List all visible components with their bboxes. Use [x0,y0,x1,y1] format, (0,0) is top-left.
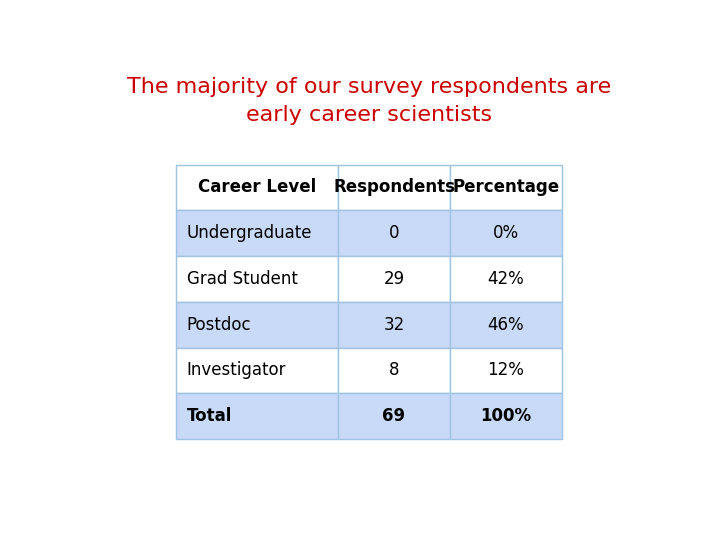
FancyBboxPatch shape [176,210,338,256]
FancyBboxPatch shape [450,256,562,302]
Text: The majority of our survey respondents are
early career scientists: The majority of our survey respondents a… [127,77,611,125]
FancyBboxPatch shape [176,256,338,302]
FancyBboxPatch shape [176,302,338,348]
Text: 8: 8 [389,361,400,380]
Text: Respondents: Respondents [333,178,455,197]
Text: Total: Total [186,407,232,425]
Text: Percentage: Percentage [452,178,559,197]
FancyBboxPatch shape [450,165,562,210]
Text: 42%: 42% [487,270,524,288]
Text: Investigator: Investigator [186,361,286,380]
Text: 100%: 100% [480,407,531,425]
Text: Grad Student: Grad Student [186,270,297,288]
FancyBboxPatch shape [338,393,450,439]
Text: 12%: 12% [487,361,524,380]
FancyBboxPatch shape [176,348,338,393]
Text: 32: 32 [384,316,405,334]
Text: Undergraduate: Undergraduate [186,224,312,242]
FancyBboxPatch shape [338,302,450,348]
FancyBboxPatch shape [338,210,450,256]
Text: 29: 29 [384,270,405,288]
FancyBboxPatch shape [450,210,562,256]
FancyBboxPatch shape [176,393,338,439]
FancyBboxPatch shape [338,165,450,210]
FancyBboxPatch shape [450,302,562,348]
FancyBboxPatch shape [338,256,450,302]
Text: 46%: 46% [487,316,524,334]
FancyBboxPatch shape [338,348,450,393]
FancyBboxPatch shape [450,393,562,439]
Text: 0: 0 [389,224,400,242]
Text: Career Level: Career Level [198,178,317,197]
Text: 69: 69 [382,407,405,425]
FancyBboxPatch shape [176,165,338,210]
Text: 0%: 0% [492,224,518,242]
FancyBboxPatch shape [450,348,562,393]
Text: Postdoc: Postdoc [186,316,251,334]
